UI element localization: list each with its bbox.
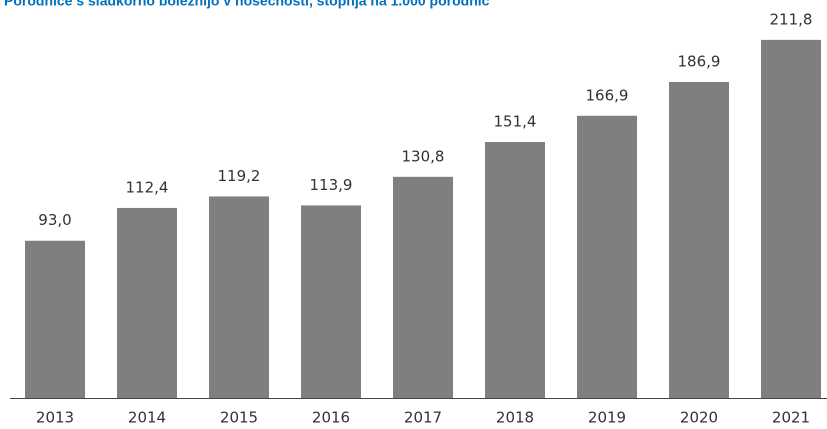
x-tick-label: 2018 [496,409,534,427]
data-label: 166,9 [586,86,629,104]
chart-title: Porodnice s sladkorno boleznijo v nosečn… [4,0,490,9]
bar [393,176,453,398]
bar [117,207,177,398]
data-label: 112,4 [126,178,169,196]
data-label: 119,2 [218,167,261,185]
data-label: 186,9 [678,52,721,70]
x-tick-label: 2019 [588,409,626,427]
bar [669,81,729,399]
x-tick-label: 2013 [36,409,74,427]
x-tick-label: 2017 [404,409,442,427]
bar [485,141,545,398]
x-tick-label: 2020 [680,409,718,427]
bar [209,196,269,398]
bar [761,39,821,399]
x-tick-label: 2014 [128,409,166,427]
bar [301,205,361,398]
data-label: 130,8 [402,147,445,165]
data-label: 151,4 [494,112,537,130]
x-tick-label: 2015 [220,409,258,427]
x-tick-label: 2021 [772,409,810,427]
bar [25,240,85,398]
bar [577,115,637,399]
data-label: 93,0 [38,211,71,229]
x-tick-label: 2016 [312,409,350,427]
data-label: 211,8 [770,10,813,28]
data-label: 113,9 [310,176,353,194]
